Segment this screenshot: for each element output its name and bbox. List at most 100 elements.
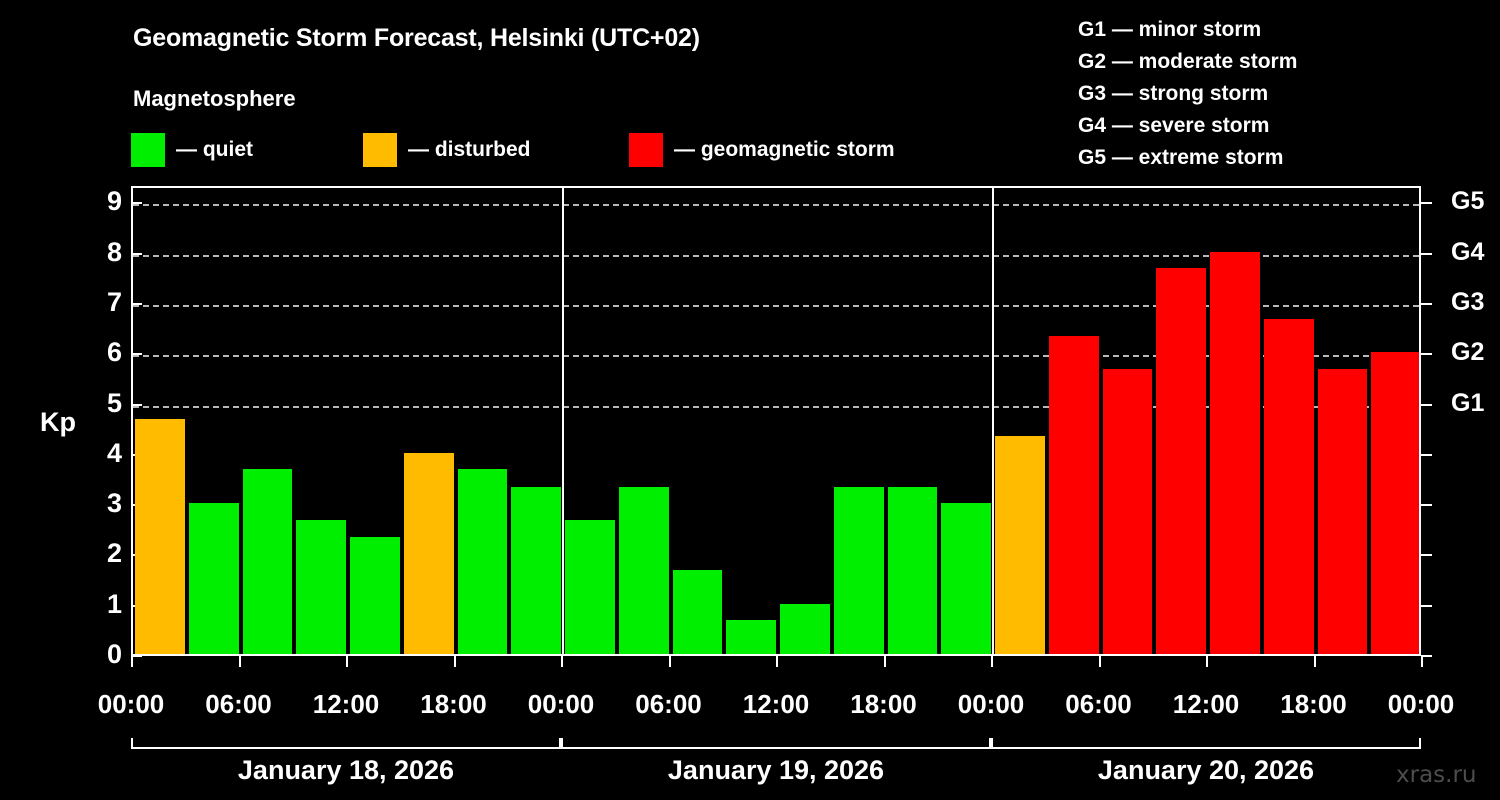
day-bracket-2 [561, 738, 991, 749]
day-label-2: January 19, 2026 [667, 755, 885, 785]
y-axis-title: Kp [40, 407, 76, 437]
plot-area [131, 186, 1421, 656]
y-tick-mark-5 [131, 403, 142, 406]
gridline-kp-8 [133, 254, 1419, 257]
bar-5 [403, 452, 454, 654]
day-label-1: January 18, 2026 [237, 755, 455, 785]
x-tick-label-8: 00:00 [957, 689, 1025, 719]
right-axis-minor-tick-0 [1421, 655, 1432, 657]
x-tick-mark-3 [453, 656, 456, 667]
x-tick-label-0: 00:00 [97, 689, 165, 719]
x-tick-label-3: 18:00 [420, 689, 487, 719]
legend-label-quiet: — quiet [176, 138, 253, 161]
y-axis-tick-labels: 0 1 2 3 4 5 6 7 8 9 [70, 0, 122, 800]
legend-heading: Magnetosphere [133, 86, 296, 111]
g-axis-label-G4: G4 [1451, 237, 1485, 266]
day-label-3: January 20, 2026 [1097, 755, 1315, 785]
day-bracket-3 [991, 738, 1421, 749]
bar-8 [565, 519, 615, 654]
legend-label-disturbed: — disturbed [408, 138, 531, 161]
bar-16 [995, 436, 1045, 654]
x-tick-mark-1 [238, 656, 241, 667]
y-tick-label-0: 0 [106, 639, 122, 669]
bar-6 [457, 469, 508, 654]
x-tick-mark-0 [131, 656, 133, 667]
y-tick-label-6: 6 [106, 337, 122, 368]
g-legend-line-2: G2 — moderate storm [1078, 50, 1298, 73]
bar-21 [1263, 318, 1314, 654]
g-legend-line-4: G4 — severe storm [1078, 114, 1270, 137]
x-tick-mark-12 [1421, 656, 1423, 667]
x-tick-label-10: 12:00 [1172, 689, 1240, 719]
x-tick-mark-6 [776, 656, 778, 667]
right-axis-minor-tick-2 [1421, 554, 1432, 557]
x-tick-mark-5 [668, 656, 671, 667]
bar-20 [1210, 251, 1260, 654]
legend-swatch-disturbed [363, 133, 397, 167]
gridline-kp-9 [133, 204, 1419, 207]
y-tick-label-4: 4 [106, 437, 122, 468]
bar-3 [296, 519, 346, 654]
day-separator-1 [562, 188, 564, 654]
x-tick-label-11: 18:00 [1280, 689, 1347, 719]
x-tick-mark-2 [346, 656, 348, 667]
x-tick-label-6: 12:00 [742, 689, 810, 719]
g-axis-label-G3: G3 [1451, 287, 1485, 316]
x-tick-mark-4 [561, 656, 563, 667]
g-scale-legend: G1 — minor storm G2 — moderate storm G3 — … [1078, 14, 1297, 174]
g-axis-label-G5: G5 [1451, 187, 1485, 216]
bar-17 [1048, 335, 1099, 654]
bar-10 [672, 570, 723, 654]
y-tick-label-5: 5 [106, 387, 122, 418]
y-tick-label-8: 8 [106, 236, 122, 267]
g-axis-label-G2: G2 [1451, 338, 1485, 367]
y-tick-mark-9 [131, 202, 142, 205]
right-axis-minor-tick-3 [1421, 504, 1432, 507]
legend-entry-storm: — geomagnetic storm [629, 133, 895, 167]
y-tick-mark-0 [131, 655, 142, 657]
g-axis-label-G1: G1 [1451, 388, 1485, 417]
bar-12 [780, 603, 830, 654]
g-axis-tick-G3 [1421, 302, 1432, 305]
bar-7 [511, 486, 561, 654]
legend-entry-quiet: — quiet [131, 133, 253, 167]
g-legend-line-3: G3 — strong storm [1078, 82, 1269, 105]
y-tick-mark-6 [131, 353, 142, 356]
x-tick-label-4: 00:00 [527, 689, 595, 719]
legend-label-storm: — geomagnetic storm [674, 138, 895, 161]
bar-15 [941, 503, 991, 654]
bar-0 [135, 419, 185, 654]
x-tick-mark-8 [991, 656, 993, 667]
bar-23 [1371, 352, 1419, 654]
bar-4 [350, 536, 400, 654]
x-tick-mark-11 [1313, 656, 1316, 667]
bar-14 [887, 486, 938, 654]
g-legend-line-5: G5 — extreme storm [1078, 146, 1284, 169]
x-tick-label-12: 00:00 [1387, 689, 1455, 719]
x-tick-label-1: 06:00 [205, 689, 272, 719]
plot-inner [133, 188, 1419, 654]
x-tick-label-9: 06:00 [1065, 689, 1132, 719]
y-tick-label-2: 2 [106, 538, 122, 569]
y-tick-label-3: 3 [106, 488, 122, 519]
watermark: xras.ru [1396, 762, 1477, 788]
g-axis-tick-G2 [1421, 353, 1432, 356]
bar-19 [1156, 268, 1206, 654]
g-axis-tick-G5 [1421, 202, 1432, 205]
y-tick-mark-8 [131, 252, 142, 255]
bar-1 [188, 503, 239, 654]
y-tick-label-7: 7 [106, 286, 122, 317]
bar-11 [726, 620, 776, 654]
bar-18 [1102, 368, 1153, 654]
x-tick-mark-10 [1206, 656, 1208, 667]
bar-9 [618, 486, 669, 654]
page-title: Geomagnetic Storm Forecast, Helsinki (UT… [133, 24, 700, 52]
legend-swatch-quiet [131, 133, 165, 167]
x-tick-mark-7 [883, 656, 886, 667]
gridline-kp-5 [133, 405, 1419, 408]
bar-2 [242, 469, 293, 654]
x-tick-label-5: 06:00 [635, 689, 702, 719]
x-tick-mark-9 [1098, 656, 1101, 667]
gridline-kp-7 [133, 304, 1419, 307]
